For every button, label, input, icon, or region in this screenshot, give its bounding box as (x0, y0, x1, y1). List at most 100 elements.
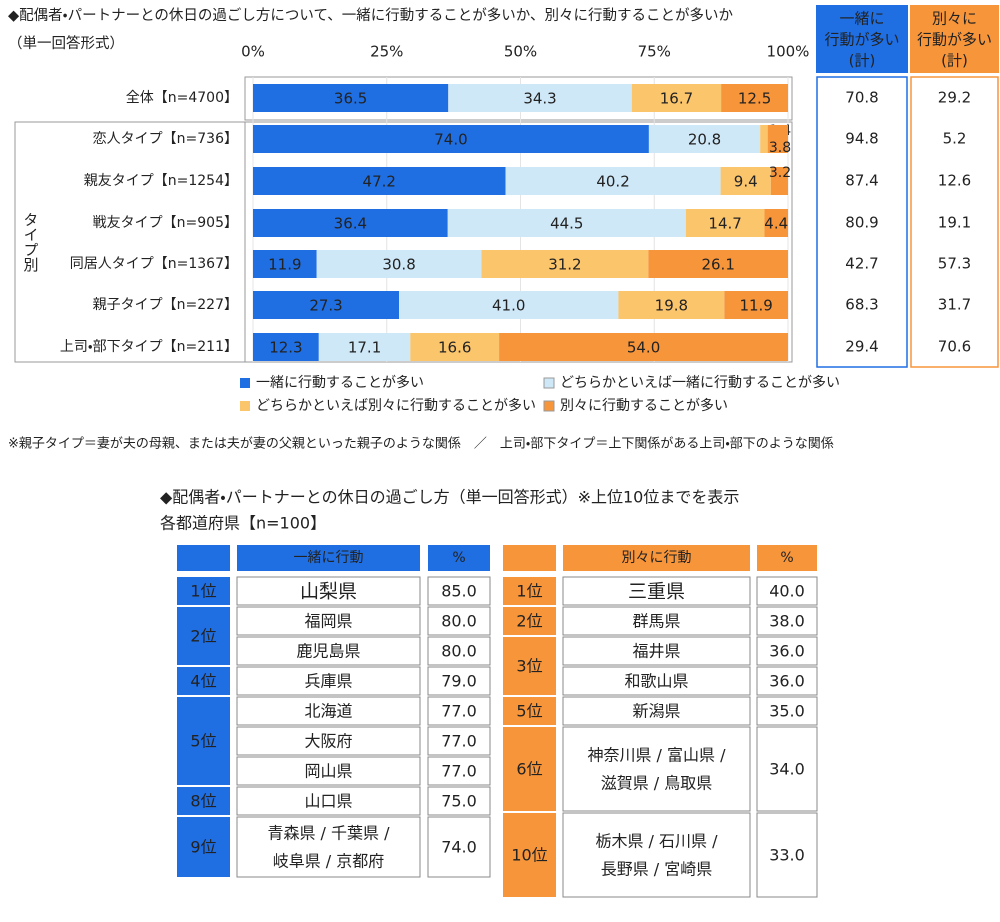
percent-value: 36.0 (769, 672, 805, 691)
data-label: 17.1 (348, 339, 381, 357)
table-header: 一緒に行動 (294, 550, 364, 566)
group-label: タイプ別 (22, 212, 40, 273)
rank-label: 2位 (516, 612, 542, 631)
data-label: 41.0 (492, 297, 525, 315)
value-cell (756, 606, 818, 636)
percent-value: 38.0 (769, 612, 805, 631)
ranking-title: ◆配偶者・パートナーとの休日の過ごし方（単一回答形式）※上位10位までを表示 (160, 488, 739, 507)
bar-segment (721, 84, 788, 112)
data-label: 9.4 (734, 173, 758, 191)
percent-value: 34.0 (769, 760, 805, 779)
bar-segment (399, 291, 619, 319)
x-tick-label: 25% (370, 43, 403, 61)
bar-segment (318, 333, 411, 361)
prefecture-name: 鹿児島県 (296, 642, 360, 661)
rank-cell (503, 577, 556, 605)
bar-segment (253, 250, 317, 278)
value-cell (427, 606, 491, 636)
name-cell (236, 696, 421, 726)
prefecture-name: 神奈川県 / 富山県 / (587, 746, 726, 765)
prefecture-name: 福井県 (632, 642, 680, 661)
name-cell (236, 666, 421, 696)
prefecture-name: 北海道 (304, 702, 352, 721)
data-label: 3.8 (769, 140, 791, 156)
data-label: 14.7 (708, 215, 741, 233)
data-label: 4.4 (764, 215, 788, 233)
data-label: 44.5 (550, 215, 583, 233)
value-cell (756, 726, 818, 812)
data-label: 54.0 (627, 339, 660, 357)
prefecture-name: 山梨県 (300, 581, 357, 603)
summary-value: 5.2 (943, 130, 967, 148)
rank-label: 5位 (516, 702, 542, 721)
data-label: 30.8 (382, 256, 415, 274)
rank-cell (503, 637, 556, 695)
category-label: 恋人タイプ【n=736】 (93, 131, 238, 147)
rank-label: 8位 (190, 792, 216, 811)
summary-value: 12.6 (938, 172, 971, 190)
rank-cell (503, 813, 556, 897)
rank-cell (503, 607, 556, 635)
summary-value: 31.7 (938, 296, 971, 314)
percent-value: 85.0 (441, 582, 477, 601)
category-label: 上司・部下タイプ【n=211】 (60, 339, 238, 355)
data-label: 27.3 (309, 297, 342, 315)
legend-swatch (543, 377, 555, 389)
bar-segment (410, 333, 500, 361)
value-cell (427, 786, 491, 816)
rank-label: 1位 (516, 582, 542, 601)
category-label: 親友タイプ【n=1254】 (84, 173, 238, 189)
percent-value: 74.0 (441, 838, 477, 857)
bar-segment (499, 333, 788, 361)
summary-header: 別々に (932, 10, 977, 28)
value-cell (427, 636, 491, 666)
summary-header: 行動が多い (824, 31, 899, 49)
legend-label: 一緒に行動することが多い (256, 375, 424, 391)
rank-cell (177, 577, 230, 605)
summary-header: (計) (941, 52, 968, 70)
rank-cell (503, 727, 556, 811)
percent-value: 80.0 (441, 612, 477, 631)
rank-cell (503, 697, 556, 725)
prefecture-name: 滋賀県 / 鳥取県 (601, 774, 713, 793)
rank-cell (177, 817, 230, 877)
prefecture-name: 大阪府 (304, 732, 352, 751)
rank-label: 9位 (190, 838, 216, 857)
summary-header-box (816, 5, 908, 73)
bar-segment (253, 84, 449, 112)
bar-segment (448, 84, 632, 112)
legend-label: どちらかといえば別々に行動することが多い (256, 398, 536, 414)
percent-value: 75.0 (441, 792, 477, 811)
category-label: 同居人タイプ【n=1367】 (70, 256, 238, 272)
bar-segment (618, 291, 725, 319)
rank-label: 2位 (190, 627, 216, 646)
summary-value: 70.8 (845, 89, 878, 107)
name-cell (562, 606, 751, 636)
bar-segment (767, 125, 788, 153)
data-label: 20.8 (688, 131, 721, 149)
category-label: 親子タイプ【n=227】 (93, 297, 238, 313)
value-cell (427, 726, 491, 756)
bar-segment (648, 125, 761, 153)
bar-segment (764, 209, 788, 237)
data-label: 26.1 (701, 256, 734, 274)
data-label: 11.9 (268, 256, 301, 274)
summary-value: 68.3 (845, 296, 878, 314)
value-cell (427, 666, 491, 696)
data-label: 34.3 (523, 90, 556, 108)
table-header-cell (757, 545, 817, 571)
table-header-cell (177, 545, 230, 571)
prefecture-name: 長野県 / 宮崎県 (601, 860, 713, 879)
percent-value: 40.0 (769, 582, 805, 601)
table-header: % (780, 550, 793, 566)
data-label: 36.4 (334, 215, 367, 233)
chart-subtitle: （単一回答形式） (8, 35, 124, 52)
table-header-cell (503, 545, 556, 571)
percent-value: 80.0 (441, 642, 477, 661)
ranking-subtitle: 各都道府県【n=100】 (160, 514, 326, 533)
bar-segment (760, 125, 768, 153)
name-cell (236, 786, 421, 816)
rank-label: 3位 (516, 657, 542, 676)
rank-label: 6位 (516, 760, 542, 779)
